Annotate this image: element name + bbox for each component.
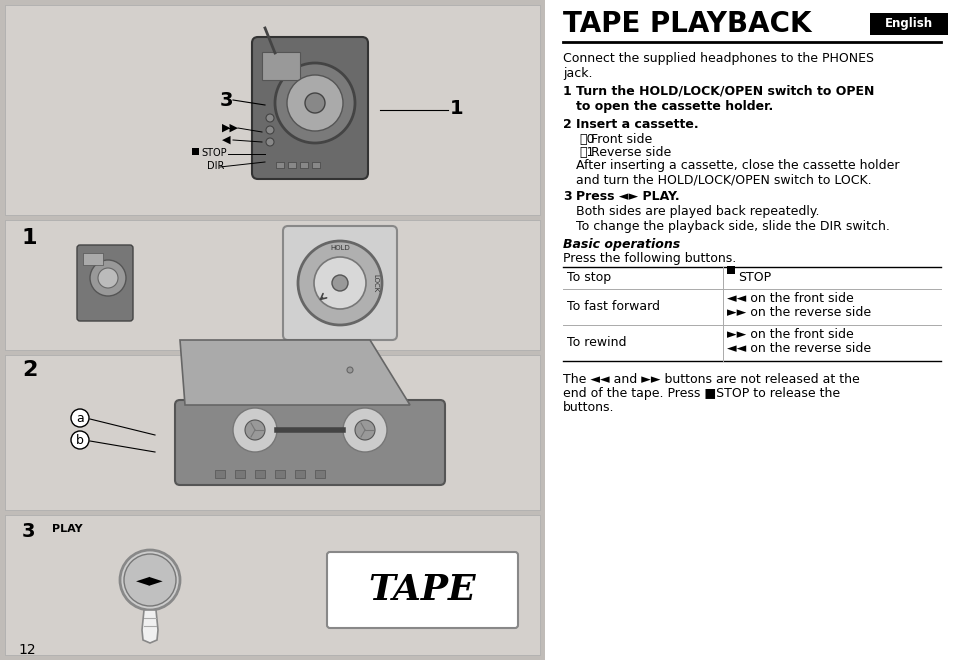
Circle shape: [124, 554, 175, 606]
Circle shape: [305, 93, 325, 113]
FancyBboxPatch shape: [252, 37, 368, 179]
Text: To rewind: To rewind: [566, 337, 626, 350]
Bar: [726, 266, 734, 274]
Circle shape: [355, 420, 375, 440]
Bar: [314, 470, 325, 478]
Text: 1: 1: [562, 85, 571, 98]
Text: To stop: To stop: [566, 271, 611, 284]
Text: 12: 12: [18, 643, 35, 657]
Bar: [274, 470, 285, 478]
Bar: [214, 470, 225, 478]
Circle shape: [287, 75, 343, 131]
Polygon shape: [142, 610, 158, 643]
Bar: [254, 470, 265, 478]
Text: ␷1: ␷1: [578, 146, 594, 159]
Text: b: b: [76, 434, 84, 447]
Text: 3: 3: [562, 190, 571, 203]
Circle shape: [297, 241, 381, 325]
Circle shape: [90, 260, 126, 296]
Bar: [5, 220, 539, 350]
Text: ◄►: ◄►: [136, 571, 164, 589]
Text: PLAY: PLAY: [52, 524, 83, 534]
Text: 1: 1: [450, 98, 463, 117]
Text: HOLD: HOLD: [330, 245, 350, 251]
Bar: [288, 162, 295, 168]
Text: a: a: [76, 411, 84, 424]
Bar: [5, 515, 539, 655]
Text: ►► on the reverse side: ►► on the reverse side: [726, 306, 870, 319]
Text: STOP: STOP: [201, 148, 227, 158]
Circle shape: [314, 257, 366, 309]
Text: To fast forward: To fast forward: [566, 300, 659, 314]
Circle shape: [233, 408, 276, 452]
Text: 3: 3: [22, 522, 35, 541]
Bar: [5, 5, 539, 215]
Bar: [262, 52, 299, 80]
Text: TAPE PLAYBACK: TAPE PLAYBACK: [562, 10, 811, 38]
Text: end of the tape. Press ■STOP to release the: end of the tape. Press ■STOP to release …: [562, 387, 840, 400]
Text: The ◄◄ and ►► buttons are not released at the: The ◄◄ and ►► buttons are not released a…: [562, 373, 859, 386]
Text: 2: 2: [562, 118, 571, 131]
Bar: [294, 470, 305, 478]
Text: Basic operations: Basic operations: [562, 238, 679, 251]
Circle shape: [274, 63, 355, 143]
Text: TAPE: TAPE: [368, 573, 476, 607]
Text: Insert a cassette.: Insert a cassette.: [576, 118, 698, 131]
FancyBboxPatch shape: [327, 552, 517, 628]
Text: ►► on the front side: ►► on the front side: [726, 329, 853, 341]
FancyBboxPatch shape: [174, 400, 444, 485]
Bar: [234, 470, 245, 478]
Text: ◄◄ on the reverse side: ◄◄ on the reverse side: [726, 343, 870, 356]
FancyBboxPatch shape: [283, 226, 396, 340]
Text: Press ◄► PLAY.: Press ◄► PLAY.: [576, 190, 679, 203]
Text: ▶▶: ▶▶: [222, 123, 239, 133]
Circle shape: [98, 268, 118, 288]
Polygon shape: [180, 340, 410, 405]
Text: Front side: Front side: [590, 133, 652, 146]
Text: Press the following buttons.: Press the following buttons.: [562, 252, 736, 265]
Circle shape: [343, 408, 387, 452]
Bar: [5, 355, 539, 510]
Text: After inserting a cassette, close the cassette holder
and turn the HOLD/LOCK/OPE: After inserting a cassette, close the ca…: [576, 159, 899, 187]
Text: ◄◄ on the front side: ◄◄ on the front side: [726, 292, 853, 306]
Text: LOCK: LOCK: [372, 274, 377, 292]
Text: English: English: [884, 18, 932, 30]
Text: 1: 1: [22, 228, 37, 248]
Text: buttons.: buttons.: [562, 401, 614, 414]
Text: 3: 3: [220, 90, 233, 110]
Text: DIR: DIR: [207, 161, 224, 171]
Text: Both sides are played back repeatedly.
To change the playback side, slide the DI: Both sides are played back repeatedly. T…: [576, 205, 889, 233]
Bar: [299, 162, 308, 168]
Bar: [312, 162, 319, 168]
Circle shape: [245, 420, 265, 440]
Circle shape: [120, 550, 180, 610]
Circle shape: [266, 126, 274, 134]
FancyBboxPatch shape: [77, 245, 132, 321]
Circle shape: [266, 114, 274, 122]
Text: 2: 2: [22, 360, 37, 380]
Text: Connect the supplied headphones to the PHONES
jack.: Connect the supplied headphones to the P…: [562, 52, 873, 80]
Text: STOP: STOP: [738, 271, 770, 284]
Circle shape: [266, 138, 274, 146]
Circle shape: [332, 275, 348, 291]
Bar: [83, 253, 103, 265]
Text: ◀: ◀: [222, 135, 231, 145]
Circle shape: [347, 367, 353, 373]
Text: Reverse side: Reverse side: [590, 146, 671, 159]
Text: Turn the HOLD/LOCK/OPEN switch to OPEN
to open the cassette holder.: Turn the HOLD/LOCK/OPEN switch to OPEN t…: [576, 85, 874, 113]
Text: ␶0: ␶0: [578, 133, 594, 146]
Bar: [192, 148, 199, 155]
Bar: [869, 13, 947, 35]
Bar: [0, 0, 544, 660]
Bar: [275, 162, 284, 168]
